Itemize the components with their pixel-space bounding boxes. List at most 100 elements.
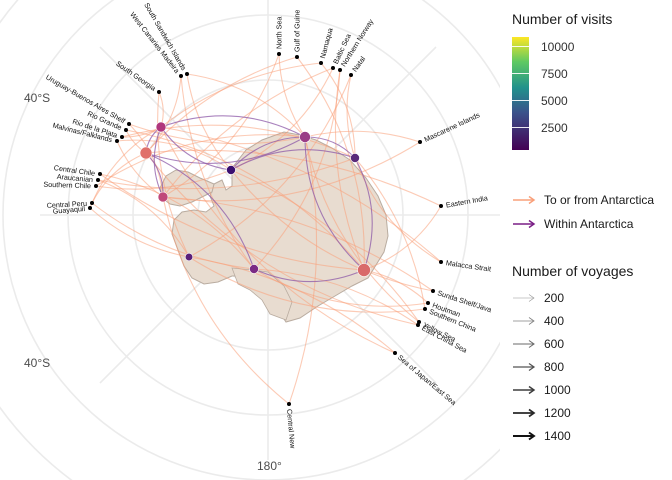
- legend-label-voyages: 200: [544, 291, 565, 305]
- route-external: [116, 139, 232, 171]
- route-external: [89, 126, 162, 209]
- legend-label-voyages: 1400: [544, 429, 571, 443]
- route-external: [354, 157, 442, 263]
- route-external: [288, 136, 318, 405]
- colorbar-label-2500: 2500: [541, 121, 568, 135]
- place-point: [127, 122, 131, 126]
- route-external: [230, 169, 420, 323]
- colorbar-tick: [512, 100, 529, 101]
- place-point: [179, 74, 183, 78]
- route-external: [188, 256, 396, 354]
- route-external: [253, 268, 419, 326]
- legend-item-voyages: 800: [512, 357, 564, 377]
- route-external: [97, 157, 356, 190]
- route-external: [230, 169, 434, 292]
- route-external: [145, 75, 182, 154]
- route-external: [363, 205, 442, 271]
- route-external: [157, 91, 190, 258]
- place-point: [120, 135, 124, 139]
- route-external: [188, 256, 426, 313]
- route-external: [188, 74, 352, 258]
- route-external: [145, 149, 442, 207]
- route-internal: [160, 126, 232, 171]
- legend-item-voyages: 600: [512, 334, 564, 354]
- legend-label-voyages: 800: [544, 360, 565, 374]
- visits-legend-title: Number of visits: [512, 11, 613, 27]
- place-label: Central New: [285, 409, 297, 450]
- place-point: [431, 289, 435, 293]
- route-external: [304, 130, 421, 143]
- place-point: [319, 61, 323, 65]
- route-external: [186, 73, 306, 138]
- colorbar-tick: [512, 73, 529, 74]
- place-point: [88, 206, 92, 210]
- antarctic-hubs: [139, 121, 371, 277]
- place-point: [349, 73, 353, 77]
- place-label: Central Peru: [46, 199, 87, 210]
- place-point: [426, 301, 430, 305]
- legend-label-voyages: 600: [544, 337, 565, 351]
- legend-item-internal: Within Antarctica: [512, 214, 633, 234]
- place-label: Uruguay-Buenos Aires Shelf: [44, 72, 127, 125]
- legend-item-external: To or from Antarctica: [512, 190, 654, 210]
- colorbar-label-5000: 5000: [541, 94, 568, 108]
- route-external: [128, 123, 164, 198]
- antarctic-hub-point: [184, 252, 194, 262]
- place-point: [423, 307, 427, 311]
- legend-label-voyages: 400: [544, 314, 565, 328]
- route-external: [95, 134, 306, 187]
- route-internal: [304, 136, 365, 271]
- place-point: [94, 184, 98, 188]
- route-internal: [145, 136, 306, 164]
- place-label: Sea of Japan/East Sea: [396, 353, 458, 407]
- place-point: [331, 66, 335, 70]
- lat-label-upper: 40°S: [24, 91, 51, 105]
- route-external: [91, 152, 147, 204]
- place-label: Guayaquil: [52, 204, 85, 216]
- legend-label-voyages: 1200: [544, 406, 571, 420]
- arrow-icon: [513, 362, 536, 372]
- antarctic-hub-point: [155, 121, 167, 133]
- place-point: [295, 55, 299, 59]
- route-internal: [160, 115, 306, 138]
- place-label: Namaqua: [318, 27, 335, 59]
- place-point: [185, 72, 189, 76]
- route-external: [180, 75, 255, 270]
- lon-label-bottom: 180°: [257, 459, 282, 473]
- route-external: [97, 179, 190, 258]
- place-label: Mascarene Islands: [423, 110, 482, 144]
- visits-colorbar: [512, 37, 529, 150]
- legend-item-voyages: 1000: [512, 380, 571, 400]
- place-point: [124, 128, 128, 132]
- route-external: [145, 56, 298, 154]
- antarctic-hub-point: [139, 146, 153, 160]
- colorbar-label-7500: 7500: [541, 67, 568, 81]
- route-external: [278, 53, 306, 138]
- route-external: [89, 207, 190, 258]
- route-external: [162, 196, 434, 292]
- route-internal: [145, 152, 255, 270]
- antarctic-hub-point: [299, 131, 311, 143]
- place-point: [418, 140, 422, 144]
- place-point: [157, 90, 161, 94]
- legend-label-voyages: 1000: [544, 383, 571, 397]
- route-external: [304, 136, 420, 323]
- colorbar-tick: [512, 127, 529, 128]
- antarctic-hub-point: [357, 263, 371, 277]
- route-external: [160, 62, 322, 128]
- place-point: [439, 260, 443, 264]
- arrow-icon: [513, 340, 535, 348]
- route-internal: [354, 157, 373, 271]
- routes-to-from-antarctica: [89, 53, 442, 405]
- place-point: [287, 402, 291, 406]
- route-external: [99, 173, 365, 271]
- place-label: Araucanian: [56, 172, 93, 184]
- place-point: [98, 172, 102, 176]
- route-external: [354, 157, 426, 310]
- antarctic-hub-point: [226, 165, 236, 175]
- arrow-icon: [513, 431, 536, 441]
- route-external: [160, 126, 396, 354]
- colorbar-tick: [512, 46, 529, 47]
- route-external: [346, 74, 356, 159]
